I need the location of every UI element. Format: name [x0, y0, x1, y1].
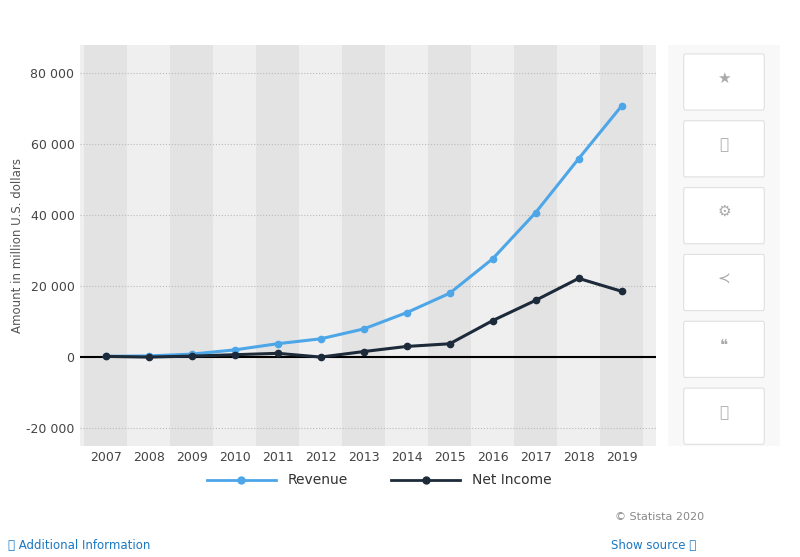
- Bar: [557, 45, 600, 446]
- Bar: [299, 45, 342, 446]
- Net Income: [230, 351, 239, 358]
- Net Income: [316, 354, 326, 360]
- Y-axis label: Amount in million U.S. dollars: Amount in million U.S. dollars: [11, 158, 24, 333]
- Text: ★: ★: [717, 71, 731, 85]
- Bar: [428, 45, 471, 446]
- Net Income: [359, 348, 369, 355]
- Revenue: [144, 353, 154, 359]
- Net Income: [273, 350, 282, 356]
- FancyBboxPatch shape: [684, 54, 764, 110]
- Text: © Statista 2020: © Statista 2020: [615, 512, 704, 522]
- Bar: [600, 45, 643, 446]
- FancyBboxPatch shape: [684, 255, 764, 311]
- Bar: [342, 45, 385, 446]
- Revenue: [101, 353, 110, 360]
- Text: ❝: ❝: [720, 338, 728, 353]
- Revenue: [488, 256, 498, 262]
- Text: Revenue: Revenue: [287, 473, 348, 487]
- Net Income: [488, 317, 498, 324]
- Revenue: [445, 290, 454, 296]
- Net Income: [445, 340, 454, 347]
- Bar: [214, 45, 256, 446]
- Text: 🔔: 🔔: [719, 138, 729, 152]
- Text: ⚙: ⚙: [717, 204, 731, 219]
- Net Income: [531, 297, 541, 304]
- Net Income: [144, 354, 154, 360]
- Line: Revenue: Revenue: [102, 103, 625, 359]
- Text: 🖶: 🖶: [719, 405, 729, 419]
- FancyBboxPatch shape: [684, 121, 764, 177]
- Net Income: [574, 275, 583, 282]
- Revenue: [402, 309, 411, 316]
- Revenue: [273, 340, 282, 347]
- Revenue: [574, 155, 583, 162]
- Revenue: [617, 102, 626, 109]
- Text: Net Income: Net Income: [472, 473, 551, 487]
- Revenue: [531, 209, 541, 216]
- Bar: [256, 45, 299, 446]
- Net Income: [187, 353, 197, 359]
- Bar: [127, 45, 170, 446]
- Bar: [170, 45, 214, 446]
- Text: Show source ⓘ: Show source ⓘ: [610, 539, 696, 553]
- Revenue: [187, 351, 197, 358]
- Revenue: [316, 335, 326, 342]
- Bar: [385, 45, 428, 446]
- FancyBboxPatch shape: [684, 188, 764, 244]
- Net Income: [101, 353, 110, 360]
- FancyBboxPatch shape: [684, 388, 764, 444]
- Text: ⓘ Additional Information: ⓘ Additional Information: [8, 539, 150, 553]
- Text: ≺: ≺: [718, 271, 730, 286]
- Revenue: [359, 326, 369, 333]
- FancyBboxPatch shape: [684, 321, 764, 378]
- Bar: [514, 45, 557, 446]
- Net Income: [402, 343, 411, 350]
- Bar: [84, 45, 127, 446]
- Net Income: [617, 288, 626, 295]
- Line: Net Income: Net Income: [102, 275, 625, 360]
- Bar: [471, 45, 514, 446]
- Revenue: [230, 346, 239, 353]
